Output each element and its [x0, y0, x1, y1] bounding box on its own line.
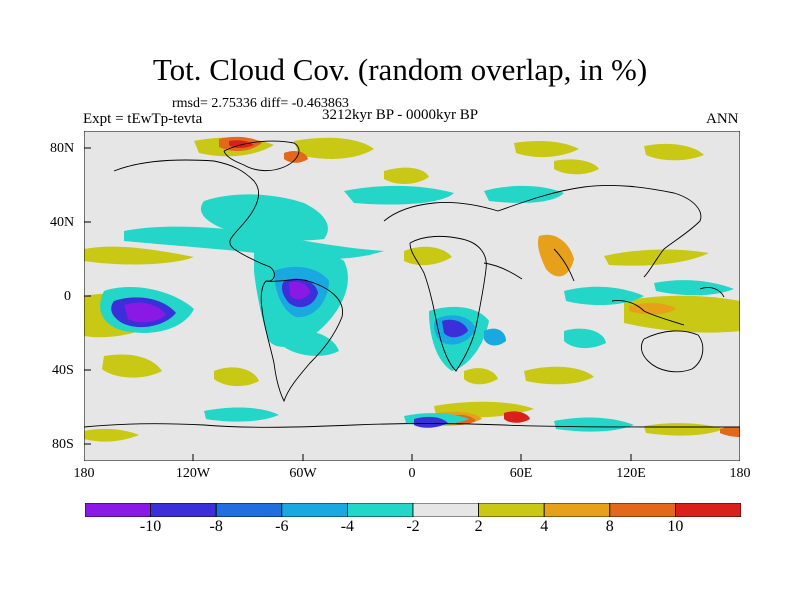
x-tick-120w: 120W — [175, 466, 211, 481]
colorbar-label: -8 — [209, 518, 223, 535]
colorbar-box — [150, 503, 217, 517]
colorbar-label: -4 — [340, 518, 355, 535]
season-label: ANN — [706, 111, 739, 127]
colorbar-box — [281, 503, 348, 517]
coastlines — [84, 140, 740, 428]
colorbar-label: 8 — [605, 518, 614, 535]
x-tick-60w: 60W — [289, 466, 317, 481]
x-tick-180e: 180 — [729, 466, 751, 481]
cloud-cover-map — [84, 131, 740, 461]
stats-text: rmsd= 2.75336 diff= -0.463863 — [172, 96, 349, 111]
y-tick-40s: 40S — [52, 363, 74, 378]
colorbar-box — [543, 503, 611, 517]
colorbar-box — [346, 503, 414, 517]
colorbar-box — [609, 503, 676, 517]
colorbar-label: -10 — [139, 518, 162, 535]
colorbar-box — [478, 503, 545, 517]
colorbar-box — [412, 503, 479, 517]
colorbar — [85, 503, 741, 517]
positive-anomalies — [84, 136, 740, 442]
colorbar-label: -2 — [406, 518, 420, 535]
plot-title: Tot. Cloud Cov. (random overlap, in %) — [152, 52, 648, 87]
y-tick-80n: 80N — [50, 141, 75, 156]
colorbar-label: 10 — [667, 518, 684, 535]
y-tick-40n: 40N — [50, 215, 75, 230]
axis-ticks — [84, 147, 632, 461]
x-tick-180w: 180 — [73, 466, 95, 481]
experiment-label: Expt = tEwTp-tevta — [83, 111, 203, 127]
colorbar-label: -6 — [275, 518, 289, 535]
x-tick-120e: 120E — [616, 466, 646, 481]
x-tick-0: 0 — [408, 466, 416, 481]
colorbar-box — [85, 503, 151, 517]
colorbar-box — [215, 503, 283, 517]
y-tick-0: 0 — [64, 289, 71, 304]
y-tick-80s: 80S — [52, 437, 74, 452]
colorbar-box — [675, 503, 741, 517]
colorbar-label: 2 — [474, 518, 483, 535]
colorbar-label: 4 — [540, 518, 549, 535]
period-label: 3212kyr BP - 0000kyr BP — [322, 107, 479, 123]
x-tick-60e: 60E — [509, 466, 533, 481]
negative-anomalies — [100, 185, 734, 432]
